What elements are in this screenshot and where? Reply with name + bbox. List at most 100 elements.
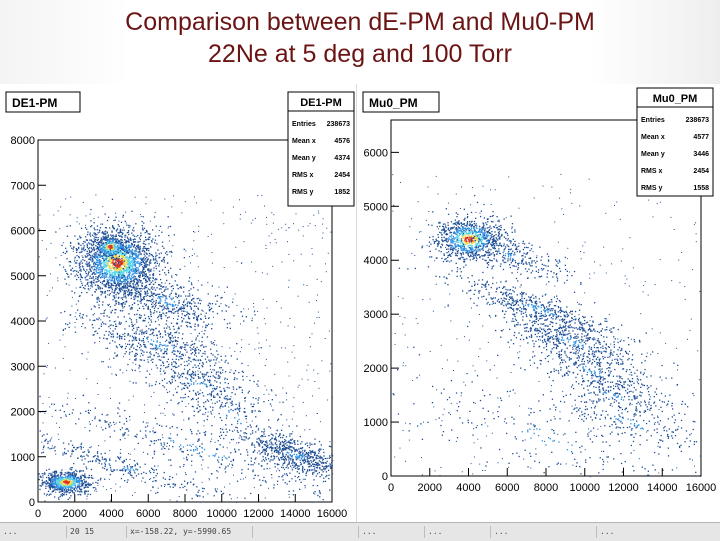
data-point bbox=[109, 258, 111, 260]
data-point bbox=[171, 305, 174, 307]
data-point bbox=[177, 309, 180, 311]
data-point bbox=[186, 444, 189, 446]
data-point bbox=[151, 241, 153, 243]
data-point bbox=[314, 452, 316, 454]
data-point bbox=[179, 347, 181, 349]
data-point bbox=[207, 400, 210, 402]
data-point bbox=[38, 473, 40, 475]
histogram-panel-de1-pm[interactable]: 0 2000 4000 6000 8000 10000 12000 14000 16000 0 10… bbox=[0, 84, 356, 522]
data-point bbox=[153, 347, 155, 350]
data-point bbox=[143, 250, 145, 252]
data-point bbox=[208, 359, 210, 361]
data-point bbox=[326, 474, 328, 477]
data-point bbox=[270, 441, 272, 443]
data-point bbox=[124, 432, 126, 434]
data-point bbox=[146, 332, 148, 334]
data-point bbox=[121, 271, 123, 273]
data-point bbox=[130, 246, 132, 248]
data-point bbox=[226, 458, 228, 460]
data-point bbox=[131, 253, 133, 255]
data-point bbox=[116, 246, 118, 248]
data-point bbox=[181, 411, 183, 413]
data-point bbox=[151, 299, 153, 301]
data-point bbox=[47, 490, 50, 492]
data-point bbox=[119, 323, 121, 325]
data-point bbox=[277, 457, 280, 459]
data-point bbox=[104, 478, 106, 480]
data-point bbox=[108, 265, 110, 267]
data-point bbox=[216, 300, 218, 302]
data-point bbox=[229, 429, 231, 431]
data-point bbox=[172, 297, 174, 299]
data-point bbox=[111, 235, 113, 237]
data-point bbox=[250, 460, 252, 462]
data-point bbox=[140, 271, 142, 273]
data-point bbox=[125, 245, 127, 247]
data-point bbox=[145, 279, 147, 282]
data-point bbox=[82, 266, 84, 268]
data-point bbox=[185, 438, 187, 440]
data-point bbox=[116, 325, 118, 327]
data-point bbox=[141, 261, 143, 264]
data-point bbox=[76, 249, 78, 251]
data-point bbox=[144, 331, 146, 333]
data-point bbox=[114, 312, 116, 314]
data-point bbox=[123, 286, 125, 288]
data-point bbox=[129, 261, 131, 263]
data-point bbox=[168, 341, 170, 343]
data-point bbox=[174, 372, 177, 374]
data-point bbox=[130, 277, 132, 279]
data-point bbox=[198, 439, 200, 441]
data-point bbox=[175, 358, 177, 360]
de1-pm-histogram-plot[interactable]: 0 2000 4000 6000 8000 10000 12000 14000 16000010… bbox=[0, 84, 356, 522]
data-point bbox=[179, 449, 181, 451]
data-point bbox=[136, 313, 138, 315]
data-point bbox=[140, 234, 142, 237]
data-point bbox=[115, 300, 118, 302]
data-point bbox=[219, 407, 221, 409]
data-point bbox=[114, 271, 116, 273]
data-point bbox=[119, 268, 122, 270]
data-point bbox=[266, 454, 269, 457]
data-point bbox=[114, 263, 116, 266]
data-point bbox=[108, 244, 110, 247]
data-point bbox=[128, 274, 130, 276]
data-point bbox=[154, 242, 156, 244]
data-point bbox=[147, 307, 150, 309]
data-point bbox=[116, 241, 118, 243]
data-point bbox=[94, 284, 96, 286]
data-point bbox=[286, 451, 289, 453]
data-point bbox=[158, 235, 160, 237]
data-point bbox=[87, 252, 89, 254]
data-point bbox=[120, 252, 122, 254]
data-point bbox=[128, 293, 130, 295]
data-point bbox=[135, 296, 137, 298]
data-point bbox=[110, 247, 112, 249]
data-point bbox=[225, 403, 227, 405]
data-point bbox=[126, 291, 129, 293]
data-point bbox=[304, 478, 306, 480]
data-point bbox=[225, 434, 227, 437]
data-point bbox=[142, 305, 144, 308]
data-point bbox=[59, 486, 61, 488]
data-point bbox=[138, 316, 140, 319]
data-point bbox=[324, 457, 326, 460]
data-point bbox=[65, 323, 67, 325]
data-point bbox=[132, 227, 135, 229]
data-point bbox=[225, 414, 228, 416]
data-point bbox=[132, 268, 135, 271]
slide-title-line-2: 22Ne at 5 deg and 100 Torr bbox=[208, 40, 512, 68]
data-point bbox=[79, 273, 81, 275]
data-point bbox=[326, 465, 328, 468]
data-point bbox=[263, 448, 265, 450]
data-point bbox=[108, 269, 110, 271]
data-point bbox=[185, 384, 187, 386]
data-point bbox=[161, 260, 163, 262]
data-point bbox=[100, 276, 103, 278]
data-point bbox=[317, 462, 319, 464]
data-point bbox=[265, 481, 267, 483]
data-point bbox=[79, 278, 82, 281]
data-point bbox=[205, 312, 207, 314]
data-point bbox=[194, 323, 196, 325]
data-point bbox=[86, 486, 88, 488]
